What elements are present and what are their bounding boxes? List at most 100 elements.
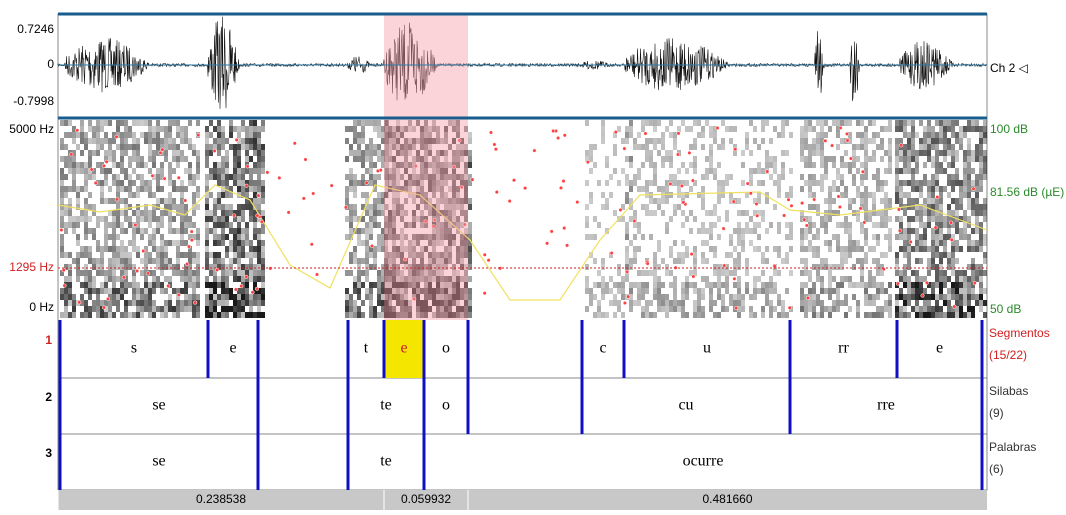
- channel-label[interactable]: Ch 2 ◁: [990, 61, 1029, 75]
- spectro-cell: [685, 180, 689, 186]
- spectro-cell: [261, 156, 265, 162]
- spectro-cell: [777, 186, 781, 192]
- formant-dot: [812, 198, 816, 202]
- spectro-cell: [983, 162, 987, 168]
- interval-label[interactable]: rr: [838, 340, 849, 357]
- spectro-cell: [205, 144, 209, 150]
- interval-label[interactable]: te: [380, 453, 392, 470]
- spectro-cell: [709, 222, 713, 228]
- spectro-cell: [661, 144, 665, 150]
- tier-name[interactable]: Segmentos: [989, 326, 1050, 340]
- spectro-cell: [209, 306, 213, 312]
- spectro-cell: [681, 294, 685, 300]
- spectro-cell: [229, 270, 233, 276]
- spectro-cell: [717, 180, 721, 186]
- spectro-cell: [152, 288, 156, 294]
- spectro-cell: [872, 156, 876, 162]
- spectro-cell: [217, 174, 221, 180]
- interval-label[interactable]: o: [442, 340, 450, 357]
- spectro-cell: [104, 240, 108, 246]
- duration-label[interactable]: 0.238538: [196, 492, 246, 506]
- spectro-cell: [221, 270, 225, 276]
- interval-label[interactable]: cu: [678, 397, 693, 414]
- spectro-cell: [249, 270, 253, 276]
- interval-label[interactable]: o: [442, 397, 450, 414]
- interval-label[interactable]: t: [364, 340, 369, 357]
- spectro-cell: [931, 294, 935, 300]
- spectro-cell: [765, 300, 769, 306]
- interval-label[interactable]: te: [380, 397, 392, 414]
- spectro-cell: [951, 264, 955, 270]
- spectro-cell: [196, 252, 200, 258]
- interval-label[interactable]: u: [703, 340, 711, 357]
- duration-label[interactable]: 0.059932: [401, 492, 451, 506]
- formant-dot: [972, 187, 976, 191]
- spectro-cell: [148, 150, 152, 156]
- spectro-cell: [597, 306, 601, 312]
- formant-dot: [75, 129, 79, 133]
- spectro-cell: [777, 252, 781, 258]
- spectro-cell: [931, 216, 935, 222]
- spectro-cell: [601, 120, 605, 126]
- spectro-cell: [589, 300, 593, 306]
- spectro-cell: [947, 300, 951, 306]
- formant-dot: [166, 284, 170, 288]
- spectro-cell: [967, 312, 971, 318]
- spectro-cell: [864, 174, 868, 180]
- spectro-cell: [257, 228, 261, 234]
- tier-name[interactable]: Palabras: [989, 440, 1036, 454]
- spectro-cell: [128, 156, 132, 162]
- spectro-cell: [895, 234, 899, 240]
- spectro-cell: [80, 162, 84, 168]
- interval-label[interactable]: e: [936, 340, 943, 357]
- spectro-cell: [895, 174, 899, 180]
- spectro-cell: [876, 168, 880, 174]
- tier-number[interactable]: 2: [45, 390, 52, 404]
- interval-label[interactable]: ocurre: [683, 453, 724, 470]
- spectro-cell: [365, 222, 369, 228]
- spectro-cell: [824, 306, 828, 312]
- formant-dot: [973, 281, 977, 285]
- tier-number[interactable]: 3: [45, 446, 52, 460]
- interval-label[interactable]: s: [131, 340, 137, 357]
- duration-label[interactable]: 0.481660: [702, 492, 752, 506]
- spectro-cell: [907, 198, 911, 204]
- spectro-cell: [64, 192, 68, 198]
- spectro-cell: [653, 144, 657, 150]
- interval-label[interactable]: c: [599, 340, 606, 357]
- formant-dot: [734, 147, 738, 151]
- spectro-cell: [100, 216, 104, 222]
- interval-label[interactable]: se: [152, 453, 165, 470]
- spectro-cell: [192, 144, 196, 150]
- spectro-cell: [184, 228, 188, 234]
- spectro-cell: [844, 312, 848, 318]
- freq-top: 5000 Hz: [9, 122, 54, 136]
- spectro-cell: [939, 288, 943, 294]
- spectro-cell: [144, 132, 148, 138]
- spectro-cell: [96, 138, 100, 144]
- interval-label[interactable]: rre: [877, 397, 895, 414]
- spectro-cell: [983, 234, 987, 240]
- spectro-cell: [249, 174, 253, 180]
- spectro-cell: [217, 300, 221, 306]
- interval-label[interactable]: se: [152, 397, 165, 414]
- spectro-cell: [589, 168, 593, 174]
- spectro-cell: [923, 306, 927, 312]
- tier-name[interactable]: Silabas: [989, 384, 1028, 398]
- spectro-cell: [955, 222, 959, 228]
- spectro-cell: [737, 252, 741, 258]
- spectro-cell: [911, 138, 915, 144]
- spectro-cell: [124, 306, 128, 312]
- spectro-cell: [64, 174, 68, 180]
- spectro-cell: [373, 210, 377, 216]
- interval-label[interactable]: e: [400, 340, 407, 357]
- spectro-cell: [589, 150, 593, 156]
- interval-label[interactable]: e: [229, 340, 236, 357]
- spectro-cell: [800, 234, 804, 240]
- spectro-cell: [152, 192, 156, 198]
- spectro-cell: [100, 168, 104, 174]
- formant-dot: [625, 270, 629, 274]
- tier-number[interactable]: 1: [45, 333, 52, 347]
- spectro-cell: [808, 186, 812, 192]
- spectro-cell: [848, 120, 852, 126]
